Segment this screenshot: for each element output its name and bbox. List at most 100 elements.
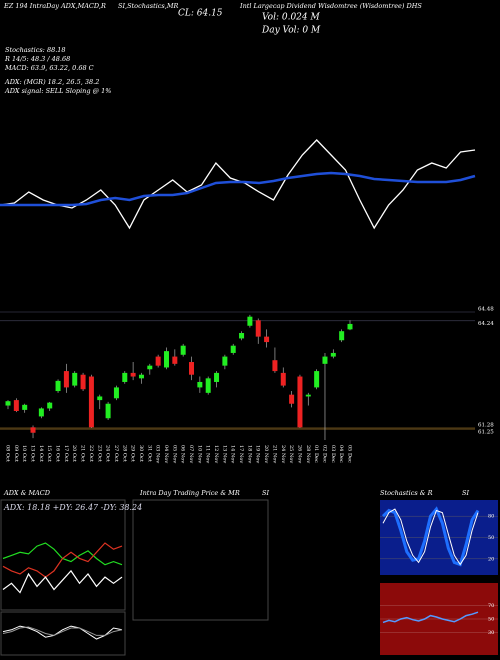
date-label: 14 Oct [38, 445, 44, 462]
y-tick-label: 80 [488, 514, 494, 520]
candle-body [264, 336, 270, 343]
candle-body [5, 401, 11, 406]
info: Stochastics: 88.18 [5, 46, 66, 54]
date-label: 06 Nov [180, 445, 186, 463]
info: R 14/5: 48.3 / 48.68 [4, 55, 70, 63]
date-label: 21 Nov [271, 445, 277, 463]
date-label: 10 Nov [196, 445, 202, 463]
candle-body [147, 365, 153, 370]
date-label: 04 Dec [338, 445, 344, 463]
date-label: 21 Oct [80, 445, 86, 462]
date-label: 27 Oct [113, 445, 119, 462]
level-label: 64.48 [478, 306, 494, 312]
candle-body [63, 371, 69, 388]
panel-title: ADX & MACD [3, 489, 51, 497]
candle-body [47, 402, 53, 409]
candle-body [247, 316, 253, 326]
candle-body [239, 333, 245, 339]
panel-title: Intra Day Trading Price & MR [139, 489, 240, 497]
candle-body [314, 371, 320, 388]
date-label: 11 Nov [205, 445, 211, 463]
date-label: 26 Nov [296, 445, 302, 463]
date-label: 15 Oct [46, 445, 52, 462]
panel-title: SI [262, 489, 269, 497]
line [2, 626, 123, 636]
line [0, 171, 476, 207]
volume: Vol: 0.024 M [262, 13, 320, 23]
y-tick-label: 50 [488, 535, 494, 541]
candle-body [22, 404, 28, 410]
candle-body [105, 403, 111, 419]
date-label: 24 Nov [280, 445, 286, 463]
candle-body [163, 351, 169, 368]
candle-body [72, 372, 78, 386]
candle-body [197, 381, 203, 388]
candle-body [55, 380, 61, 392]
date-label: 22 Oct [88, 445, 94, 462]
candle-body [205, 378, 211, 393]
candle-body [230, 345, 236, 353]
info: MACD: 63.9, 63.22, 0.68 C [4, 64, 94, 72]
line [382, 508, 479, 566]
line [2, 625, 123, 640]
date-label: 04 Nov [163, 445, 169, 463]
y-tick-label: 50 [488, 617, 494, 623]
date-label: 10 Oct [21, 445, 27, 462]
candle-body [13, 400, 19, 411]
candle-body [330, 352, 336, 357]
date-label: 08 Oct [5, 445, 11, 462]
date-label: 28 Nov [305, 445, 311, 463]
date-label: 17 Oct [63, 445, 69, 462]
level-label: 61.25 [478, 430, 494, 436]
date-label: 12 Nov [213, 445, 219, 463]
candle-body [222, 356, 228, 366]
candle-body [289, 394, 295, 404]
date-label: 20 Nov [263, 445, 269, 463]
candle-body [122, 372, 128, 382]
panel-title: Stochastics & R [380, 489, 433, 497]
candle-body [88, 376, 94, 428]
date-label: 05 Dec [347, 445, 353, 463]
name: Intl Largecap Dividend Wisdomtree (Wisdo… [239, 2, 422, 10]
date-label: 24 Oct [105, 445, 111, 462]
date-label: 05 Nov [171, 445, 177, 463]
date-label: 23 Oct [96, 445, 102, 462]
candle-body [130, 372, 136, 377]
line [2, 542, 123, 578]
candle-body [347, 323, 353, 330]
candle-body [339, 331, 345, 341]
adx-label: ADX: 18.18 +DY: 26.47 -DY: 38.24 [3, 503, 142, 512]
date-label: 29 Oct [130, 445, 136, 462]
date-label: 28 Oct [121, 445, 127, 462]
candle-body [305, 394, 311, 397]
candle-body [97, 396, 103, 401]
date-label: 01 Dec [313, 445, 319, 463]
y-tick-label: 70 [488, 603, 494, 609]
date-label: 18 Nov [246, 445, 252, 463]
date-label: 03 Dec [330, 445, 336, 463]
candle-body [214, 372, 220, 382]
date-label: 30 Oct [138, 445, 144, 462]
info: ADX: (MGR) 18.2, 26.5, 38.2 [4, 78, 99, 86]
info: ADX signal: SELL Sloping @ 1% [4, 87, 111, 95]
candle-body [113, 387, 119, 399]
candle-body [155, 356, 161, 366]
rsi-line [382, 611, 479, 624]
candle-body [189, 362, 195, 375]
studies: EZ 194 IntraDay ADX,MACD,R [3, 2, 106, 10]
date-label: 25 Nov [288, 445, 294, 463]
level-label: 61.28 [478, 423, 494, 429]
date-label: 03 Nov [155, 445, 161, 463]
date-label: 13 Nov [221, 445, 227, 463]
date-label: 19 Nov [255, 445, 261, 463]
date-label: 09 Oct [13, 445, 19, 462]
candle-body [322, 356, 328, 364]
day-volume: Day Vol: 0 M [261, 26, 321, 36]
candle-body [272, 360, 278, 372]
date-label: 14 Nov [230, 445, 236, 463]
candle-body [30, 427, 36, 433]
line [381, 506, 480, 567]
candle-body [172, 356, 178, 364]
candle-body [280, 372, 286, 386]
